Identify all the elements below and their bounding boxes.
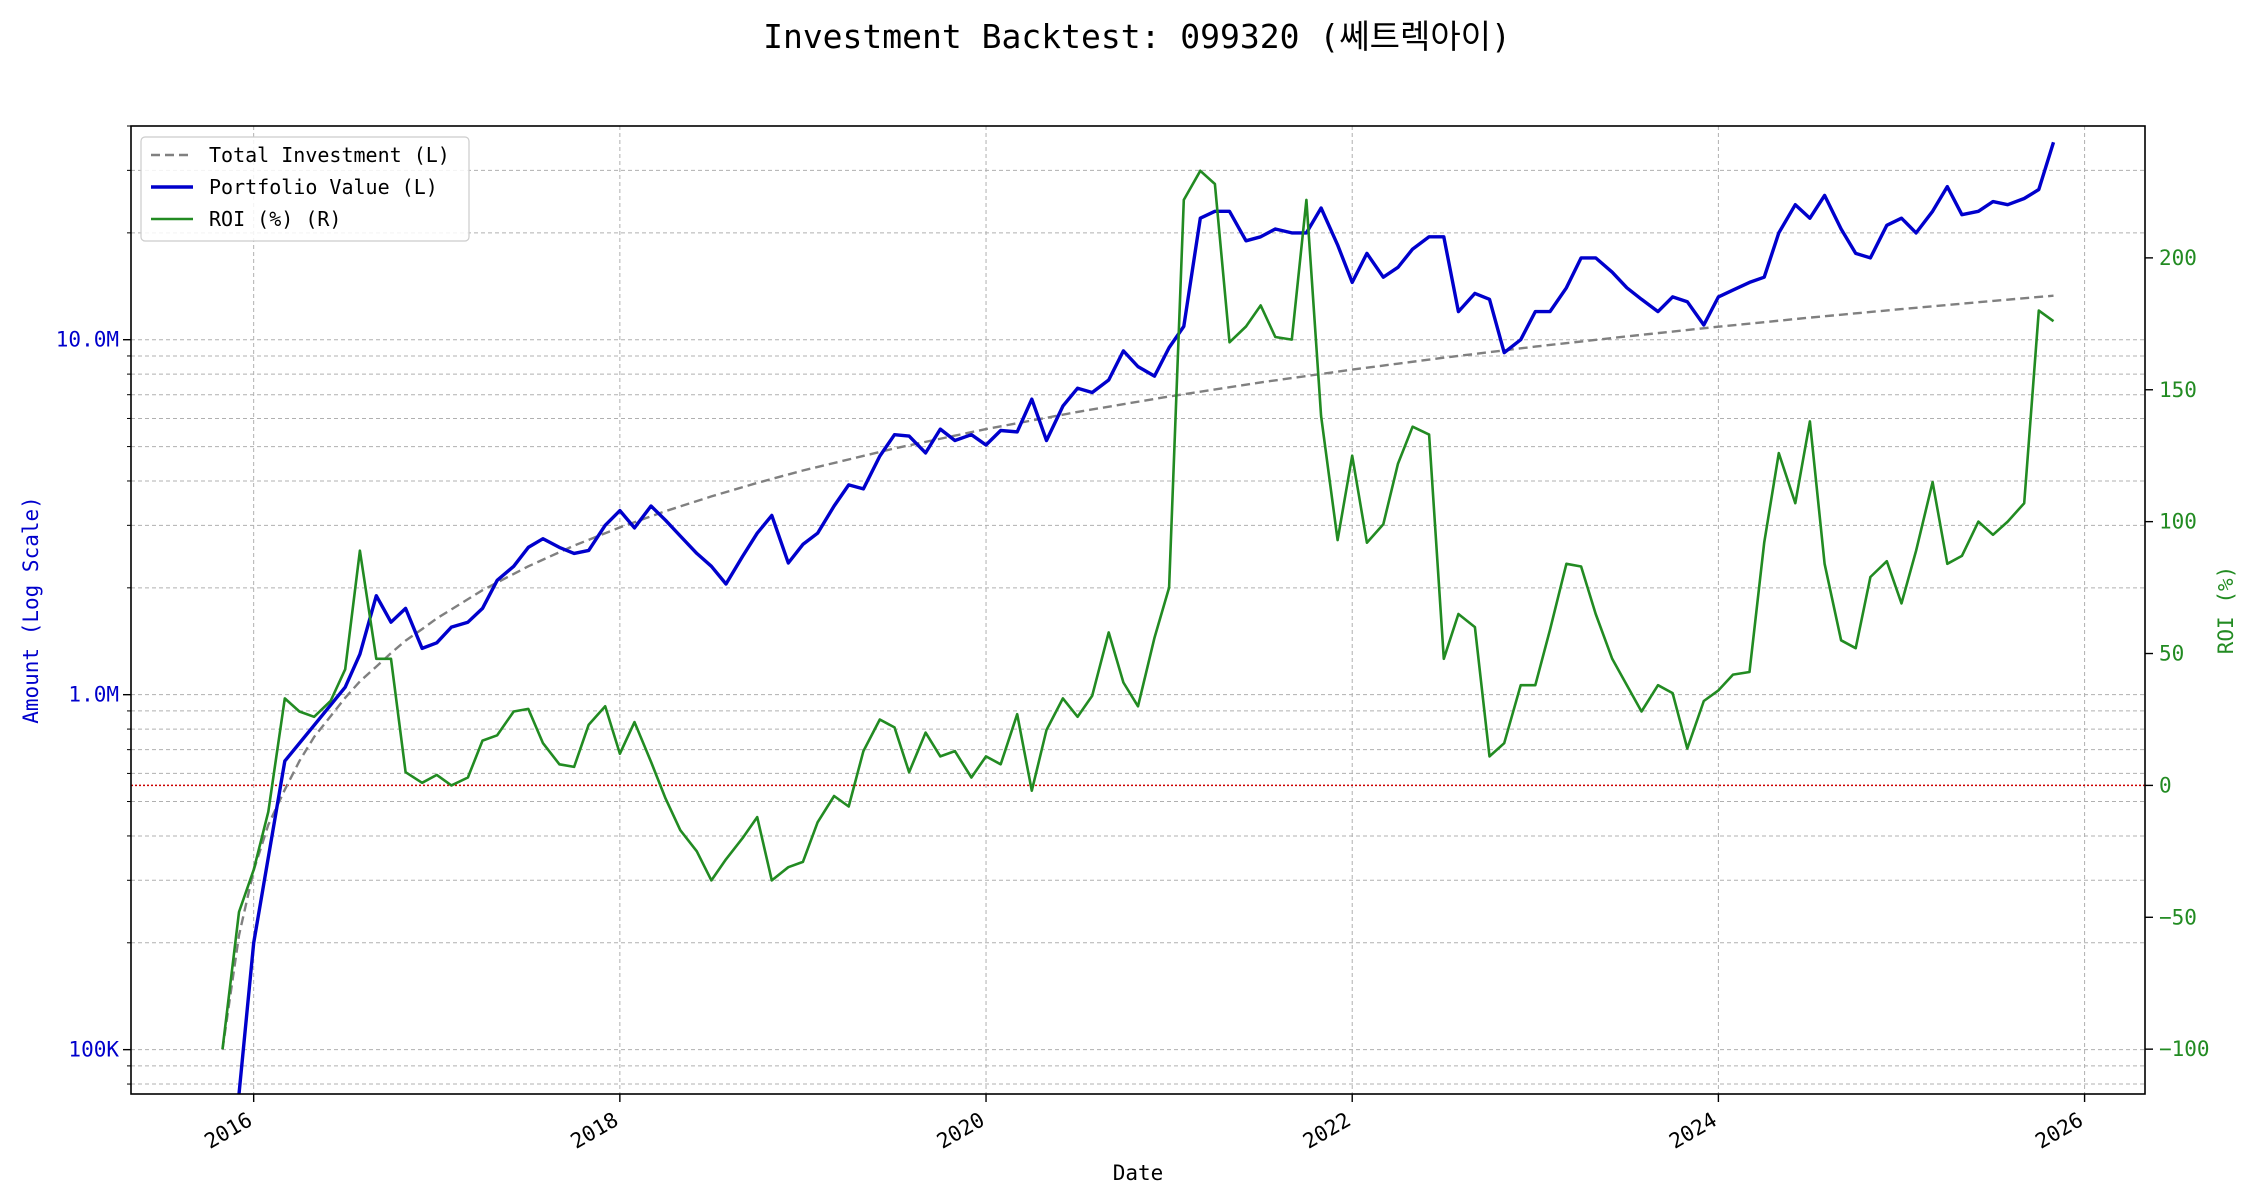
roi-line — [221, 169, 2055, 1050]
right-tick-label: 0 — [2159, 773, 2172, 797]
portfolio-value-line — [237, 141, 2056, 1095]
grid-lines — [131, 125, 2145, 1094]
total-investment-line — [221, 294, 2054, 1050]
right-tick-label: 200 — [2159, 246, 2197, 270]
y-axis-right-label: ROI (%) — [2214, 566, 2238, 655]
plot-frame — [130, 125, 2146, 1095]
x-tick-label: 2022 — [1299, 1108, 1355, 1154]
x-tick-label: 2020 — [933, 1108, 989, 1154]
left-tick-label: 1.0M — [68, 683, 119, 707]
x-tick-label: 2018 — [567, 1108, 623, 1154]
right-tick-label: 100 — [2159, 510, 2197, 534]
chart-title: Investment Backtest: 099320 (쎄트렉아이) — [763, 17, 1511, 56]
right-tick-label: 150 — [2159, 378, 2197, 402]
legend-label-portfolio-value: Portfolio Value (L) — [209, 175, 438, 199]
plot-lines — [131, 141, 2145, 1095]
axis-ticks: 2016 2018 2020 2022 2024 2026 100K 1.0M 10.0M −10… — [56, 125, 2210, 1154]
legend-box — [140, 136, 470, 242]
x-axis-label: Date — [1113, 1161, 1164, 1185]
x-tick-label: 2026 — [2031, 1108, 2087, 1154]
x-tick-label: 2016 — [200, 1108, 256, 1154]
legend-label-roi: ROI (%) (R) — [209, 207, 341, 231]
left-tick-label: 10.0M — [56, 328, 119, 352]
legend-label-total-investment: Total Investment (L) — [209, 143, 450, 167]
left-tick-label: 100K — [68, 1038, 119, 1062]
x-tick-label: 2024 — [1665, 1108, 1721, 1154]
right-tick-label: −100 — [2159, 1037, 2210, 1061]
y-axis-left-label: Amount (Log Scale) — [19, 496, 43, 724]
legend: Total Investment (L) Portfolio Value (L) R… — [140, 136, 470, 242]
right-tick-label: 50 — [2159, 642, 2184, 666]
right-tick-label: −50 — [2159, 905, 2197, 929]
